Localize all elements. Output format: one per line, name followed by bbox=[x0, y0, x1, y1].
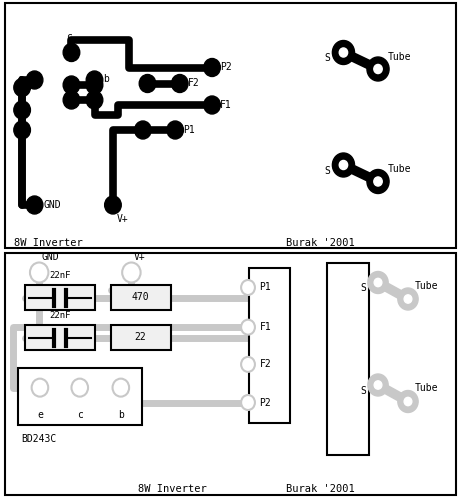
Circle shape bbox=[14, 78, 30, 96]
Circle shape bbox=[404, 295, 412, 303]
Text: 22nF: 22nF bbox=[49, 271, 71, 280]
FancyBboxPatch shape bbox=[327, 262, 369, 455]
FancyBboxPatch shape bbox=[111, 285, 171, 310]
Circle shape bbox=[112, 378, 129, 396]
Text: Burak '2001: Burak '2001 bbox=[286, 238, 355, 248]
Circle shape bbox=[122, 262, 141, 282]
Circle shape bbox=[71, 378, 88, 396]
Text: 470: 470 bbox=[132, 292, 149, 302]
Circle shape bbox=[241, 320, 255, 334]
Circle shape bbox=[63, 91, 80, 109]
Circle shape bbox=[14, 121, 30, 139]
Circle shape bbox=[368, 272, 388, 293]
Text: S: S bbox=[325, 53, 331, 63]
Text: Tube: Tube bbox=[387, 52, 411, 62]
FancyBboxPatch shape bbox=[25, 285, 95, 310]
Circle shape bbox=[367, 170, 389, 194]
Text: 22nF: 22nF bbox=[49, 311, 71, 320]
FancyBboxPatch shape bbox=[249, 268, 290, 422]
Circle shape bbox=[26, 196, 43, 214]
Circle shape bbox=[374, 278, 382, 286]
Text: P2: P2 bbox=[220, 62, 232, 72]
Text: P1: P1 bbox=[183, 125, 195, 135]
Text: b: b bbox=[118, 410, 124, 420]
Circle shape bbox=[30, 262, 48, 282]
Text: Burak '2001: Burak '2001 bbox=[286, 484, 355, 494]
Text: 8W Inverter: 8W Inverter bbox=[138, 484, 207, 494]
Circle shape bbox=[204, 96, 220, 114]
Text: Tube: Tube bbox=[415, 383, 438, 393]
Circle shape bbox=[14, 101, 30, 119]
Text: e: e bbox=[17, 74, 23, 84]
Circle shape bbox=[86, 91, 103, 109]
FancyBboxPatch shape bbox=[111, 325, 171, 350]
Text: F1: F1 bbox=[260, 322, 271, 332]
Circle shape bbox=[339, 48, 348, 57]
Text: S: S bbox=[361, 283, 366, 293]
Circle shape bbox=[339, 160, 348, 170]
Circle shape bbox=[204, 58, 220, 76]
Text: S: S bbox=[361, 386, 366, 396]
Bar bbox=[5, 2, 456, 248]
Circle shape bbox=[63, 44, 80, 62]
Circle shape bbox=[404, 398, 412, 406]
Circle shape bbox=[63, 76, 80, 94]
Circle shape bbox=[241, 280, 255, 295]
Circle shape bbox=[367, 57, 389, 81]
Circle shape bbox=[171, 74, 188, 92]
Text: GND: GND bbox=[41, 252, 59, 262]
Circle shape bbox=[32, 378, 48, 396]
Text: c: c bbox=[77, 410, 83, 420]
Text: F2: F2 bbox=[260, 360, 271, 370]
Text: V+: V+ bbox=[117, 214, 128, 224]
Text: Tube: Tube bbox=[387, 164, 411, 174]
Text: F2: F2 bbox=[188, 78, 200, 88]
Circle shape bbox=[167, 121, 183, 139]
Circle shape bbox=[332, 153, 355, 177]
Text: GND: GND bbox=[44, 200, 61, 210]
Circle shape bbox=[398, 390, 418, 412]
Circle shape bbox=[374, 381, 382, 389]
Circle shape bbox=[398, 288, 418, 310]
Text: e: e bbox=[37, 410, 43, 420]
Circle shape bbox=[241, 357, 255, 372]
Circle shape bbox=[368, 374, 388, 396]
Text: F1: F1 bbox=[220, 100, 232, 110]
Circle shape bbox=[241, 395, 255, 410]
FancyBboxPatch shape bbox=[25, 325, 95, 350]
Text: Tube: Tube bbox=[415, 281, 438, 291]
Circle shape bbox=[86, 71, 103, 89]
Text: S: S bbox=[325, 166, 331, 176]
Circle shape bbox=[374, 64, 382, 74]
FancyBboxPatch shape bbox=[18, 368, 142, 425]
Circle shape bbox=[332, 40, 355, 64]
Circle shape bbox=[374, 177, 382, 186]
Text: P2: P2 bbox=[260, 398, 271, 407]
Text: c: c bbox=[66, 32, 72, 42]
Text: 22: 22 bbox=[135, 332, 147, 342]
Text: P1: P1 bbox=[260, 282, 271, 292]
Circle shape bbox=[86, 76, 103, 94]
Text: BD243C: BD243C bbox=[21, 434, 56, 444]
Text: 8W Inverter: 8W Inverter bbox=[14, 238, 83, 248]
Circle shape bbox=[135, 121, 151, 139]
Circle shape bbox=[105, 196, 121, 214]
Circle shape bbox=[139, 74, 156, 92]
Text: V+: V+ bbox=[134, 252, 145, 262]
Text: b: b bbox=[103, 74, 109, 84]
Circle shape bbox=[26, 71, 43, 89]
Bar bbox=[5, 252, 456, 495]
